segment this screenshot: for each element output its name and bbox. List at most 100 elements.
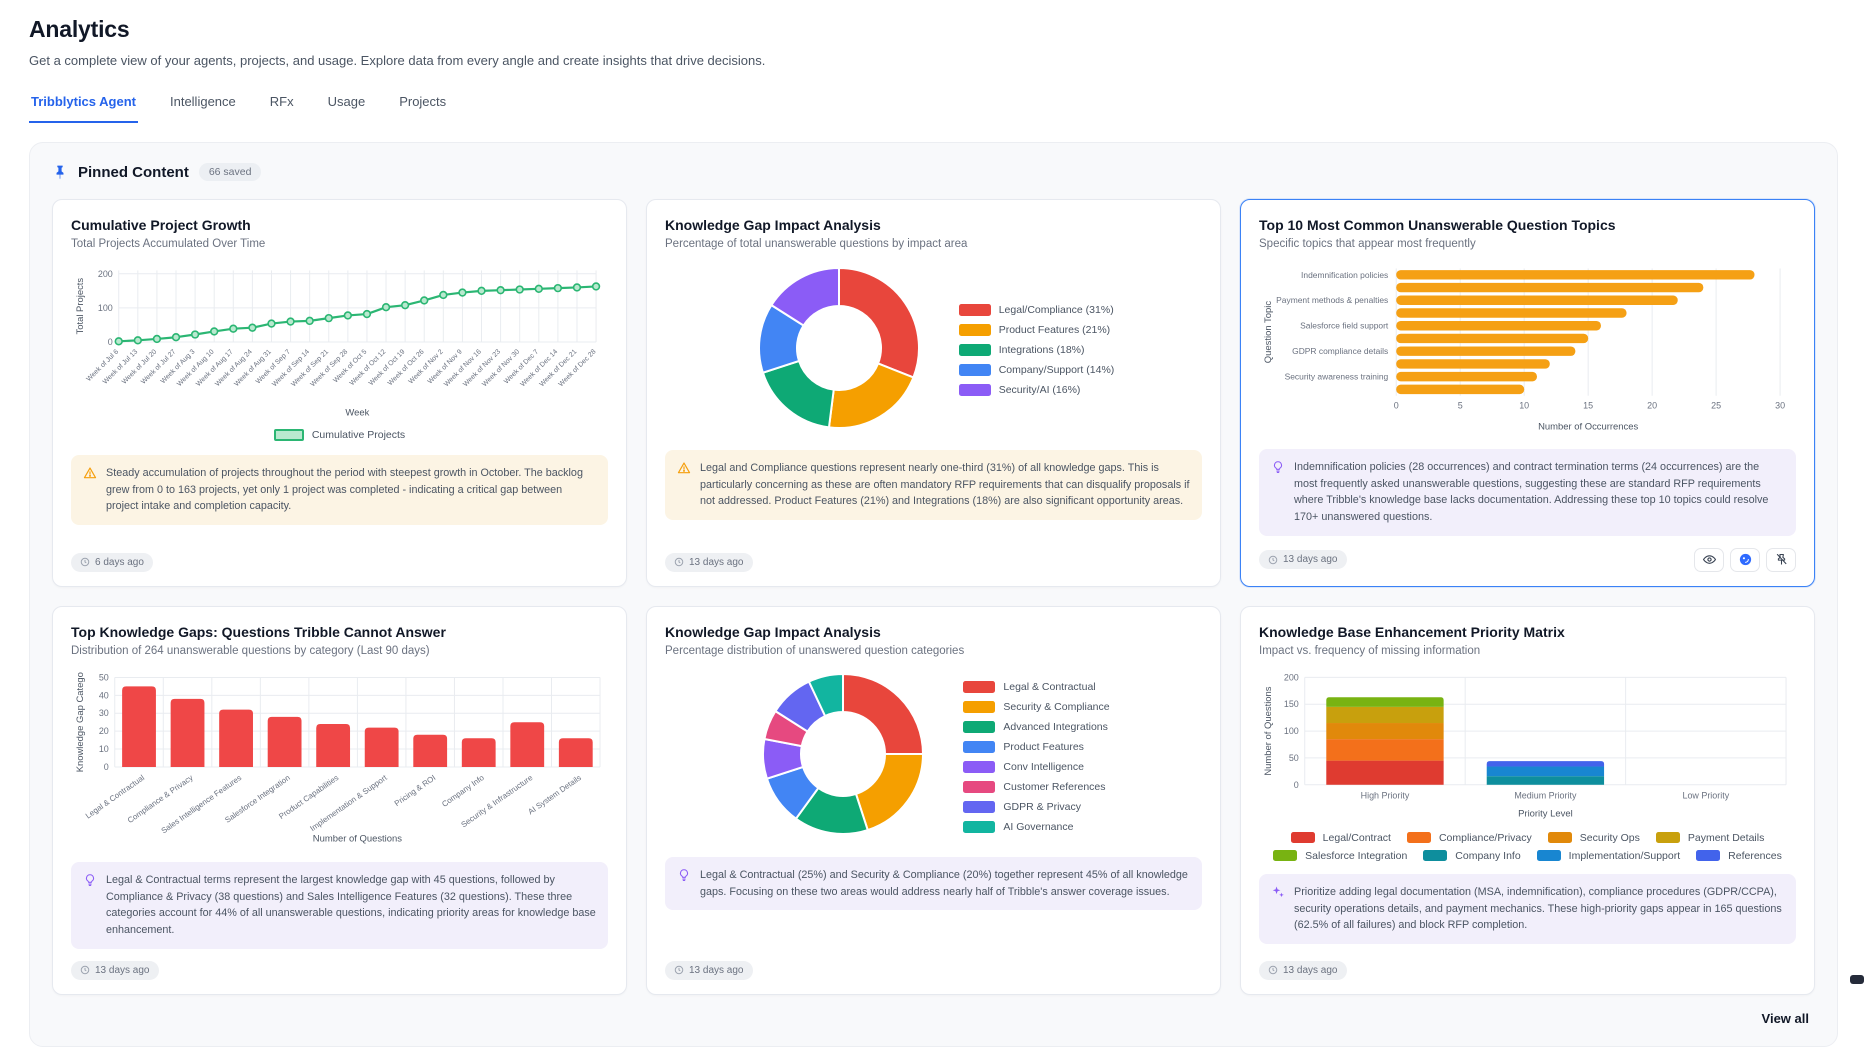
- legend-item: Implementation/Support: [1537, 850, 1680, 862]
- card-footer: 13 days ago: [1259, 949, 1796, 980]
- annotation-insight: Legal & Contractual (25%) and Security &…: [665, 857, 1202, 910]
- annotation-text: Legal & Contractual (25%) and Security &…: [700, 867, 1190, 900]
- pinned-content-panel: Pinned Content 66 saved Cumulative Proje…: [29, 142, 1838, 1047]
- legend-swatch: [1423, 850, 1447, 861]
- legend-swatch: [1407, 832, 1431, 843]
- card-footer: 13 days ago: [665, 949, 1202, 980]
- legend-item: Security/AI (16%): [959, 384, 1115, 396]
- legend-item: Compliance/Privacy: [1407, 832, 1532, 844]
- annotation-insight: Indemnification policies (28 occurrences…: [1259, 449, 1796, 536]
- card-subtitle: Specific topics that appear most frequen…: [1259, 238, 1796, 250]
- view-button[interactable]: [1694, 548, 1724, 572]
- pinned-cards-grid: Cumulative Project Growth Total Projects…: [52, 199, 1815, 995]
- ai-insight-button[interactable]: [1730, 548, 1760, 572]
- legend-item: Advanced Integrations: [963, 721, 1109, 733]
- legend-item: Security Ops: [1548, 832, 1640, 844]
- tab-rfx[interactable]: RFx: [268, 88, 296, 123]
- svg-text:Payment methods & penalties: Payment methods & penalties: [1276, 295, 1388, 305]
- tab-tribblytics-agent[interactable]: Tribblytics Agent: [29, 88, 138, 123]
- legend-item: Integrations (18%): [959, 344, 1115, 356]
- timestamp-pill: 13 days ago: [665, 961, 753, 980]
- scrollbar-thumb[interactable]: [1850, 975, 1864, 984]
- clock-icon: [674, 965, 684, 975]
- legend-swatch: [1273, 850, 1297, 861]
- pin-icon: [52, 164, 68, 180]
- legend-label: Compliance/Privacy: [1439, 832, 1532, 844]
- legend-item: Legal & Contractual: [963, 681, 1109, 693]
- donut-chart: [753, 262, 925, 439]
- svg-text:Number of Questions: Number of Questions: [313, 833, 402, 844]
- card-actions: [1694, 548, 1796, 572]
- saved-count-badge: 66 saved: [199, 163, 262, 181]
- tab-intelligence[interactable]: Intelligence: [168, 88, 238, 123]
- legend-item: Legal/Compliance (31%): [959, 304, 1115, 316]
- tab-bar: Tribblytics Agent Intelligence RFx Usage…: [29, 88, 1838, 124]
- timestamp-pill: 13 days ago: [1259, 550, 1347, 569]
- legend-item: Conv Intelligence: [963, 761, 1109, 773]
- legend-swatch: [1291, 832, 1315, 843]
- legend-item: Legal/Contract: [1291, 832, 1391, 844]
- card-cumulative-project-growth[interactable]: Cumulative Project Growth Total Projects…: [52, 199, 627, 587]
- card-title: Knowledge Base Enhancement Priority Matr…: [1259, 624, 1796, 640]
- clock-icon: [1268, 555, 1278, 565]
- lightbulb-icon: [677, 868, 691, 882]
- legend-swatch: [1656, 832, 1680, 843]
- card-top-knowledge-gaps[interactable]: Top Knowledge Gaps: Questions Tribble Ca…: [52, 606, 627, 995]
- card-footer: 13 days ago: [1259, 536, 1796, 572]
- view-all-link[interactable]: View all: [1762, 1011, 1809, 1026]
- svg-text:Low Priority: Low Priority: [1682, 791, 1729, 801]
- legend-item: Product Features (21%): [959, 324, 1115, 336]
- clock-icon: [80, 557, 90, 567]
- timestamp-pill: 13 days ago: [71, 961, 159, 980]
- annotation-sparkle: Prioritize adding legal documentation (M…: [1259, 874, 1796, 944]
- card-knowledge-gap-impact-analysis-2[interactable]: Knowledge Gap Impact Analysis Percentage…: [646, 606, 1221, 995]
- card-knowledge-gap-impact-analysis-1[interactable]: Knowledge Gap Impact Analysis Percentage…: [646, 199, 1221, 587]
- svg-text:Total Projects: Total Projects: [75, 278, 86, 335]
- legend-item: Payment Details: [1656, 832, 1764, 844]
- svg-text:200: 200: [1284, 672, 1299, 682]
- unpin-button[interactable]: [1766, 548, 1796, 572]
- warning-icon: [677, 461, 691, 475]
- annotation-insight: Legal & Contractual terms represent the …: [71, 862, 608, 949]
- svg-text:Company Info: Company Info: [440, 773, 486, 809]
- svg-text:150: 150: [1284, 699, 1299, 709]
- svg-text:GDPR compliance details: GDPR compliance details: [1292, 346, 1388, 356]
- card-subtitle: Total Projects Accumulated Over Time: [71, 238, 608, 250]
- donut-chart: [757, 668, 929, 845]
- svg-text:50: 50: [1289, 753, 1299, 763]
- clock-icon: [80, 965, 90, 975]
- card-enhancement-priority-matrix[interactable]: Knowledge Base Enhancement Priority Matr…: [1240, 606, 1815, 995]
- legend-label: Legal & Contractual: [1003, 681, 1095, 693]
- annotation-warning: Legal and Compliance questions represent…: [665, 450, 1202, 520]
- legend-label: Company/Support (14%): [999, 364, 1115, 376]
- clock-icon: [674, 557, 684, 567]
- svg-text:Week: Week: [345, 408, 369, 419]
- legend-swatch: [959, 344, 991, 356]
- legend-swatch: [963, 721, 995, 733]
- svg-text:Week of Dec 28: Week of Dec 28: [558, 348, 598, 388]
- tab-usage[interactable]: Usage: [326, 88, 368, 123]
- svg-text:0: 0: [1294, 780, 1299, 790]
- svg-text:Knowledge Gap Catego: Knowledge Gap Catego: [75, 672, 86, 772]
- clock-icon: [1268, 965, 1278, 975]
- legend-swatch: [274, 429, 304, 441]
- legend-item: Salesforce Integration: [1273, 850, 1407, 862]
- svg-text:AI System Details: AI System Details: [526, 773, 582, 816]
- card-top-10-unanswerable-topics[interactable]: Top 10 Most Common Unanswerable Question…: [1240, 199, 1815, 587]
- annotation-text: Legal & Contractual terms represent the …: [106, 872, 596, 939]
- legend-item: Customer References: [963, 781, 1109, 793]
- svg-text:15: 15: [1583, 401, 1593, 411]
- svg-text:10: 10: [99, 744, 109, 754]
- card-footer: 13 days ago: [71, 949, 608, 980]
- legend-label: GDPR & Privacy: [1003, 801, 1081, 813]
- svg-text:20: 20: [99, 726, 109, 736]
- svg-text:Indemnification policies: Indemnification policies: [1301, 270, 1388, 280]
- chart-legend: Legal/Compliance (31%) Product Features (…: [959, 304, 1115, 396]
- svg-text:10: 10: [1519, 401, 1529, 411]
- card-footer: 13 days ago: [665, 541, 1202, 572]
- svg-text:0: 0: [1394, 401, 1399, 411]
- tab-projects[interactable]: Projects: [397, 88, 448, 123]
- lightbulb-icon: [1271, 460, 1285, 474]
